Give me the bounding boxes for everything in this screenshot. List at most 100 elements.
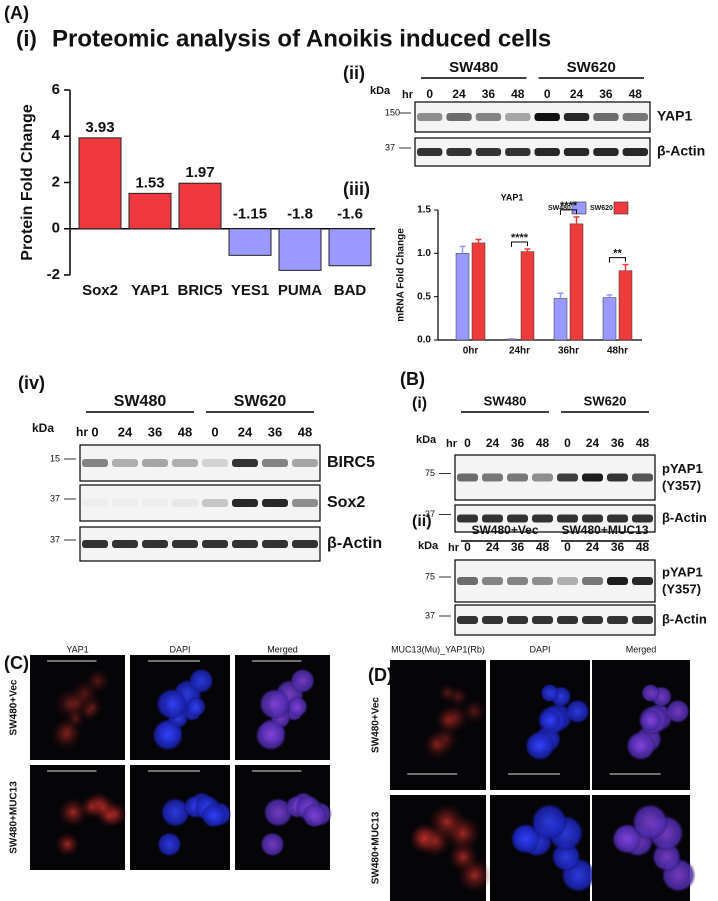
blot-band: [292, 459, 318, 467]
timepoint-label: 36: [482, 87, 496, 101]
timepoint-label: 0: [564, 540, 571, 554]
timepoint-label: 48: [511, 87, 525, 101]
timepoint-label: 0: [211, 424, 218, 439]
blot-band: [112, 540, 138, 548]
cell-line-label: SW480: [114, 393, 167, 410]
timepoint-label: 24: [586, 436, 600, 450]
blot-band: [507, 473, 528, 482]
x-tick-label: 0hr: [463, 346, 479, 357]
blot-band: [607, 514, 628, 523]
cell: [201, 803, 226, 828]
blot-band: [475, 148, 502, 156]
cell: [565, 699, 590, 724]
row-label: SW480+Vec: [9, 679, 20, 735]
blot-band: [622, 148, 648, 156]
cell: [436, 709, 459, 732]
timepoint-label: 24: [586, 540, 600, 554]
legend-swatch: [613, 201, 629, 215]
marker-label: 75: [425, 571, 435, 581]
cell: [188, 668, 214, 694]
blot-band: [482, 473, 503, 482]
column-label: YAP1: [66, 644, 88, 654]
blot-band: [82, 540, 108, 548]
blot-band: [482, 616, 503, 624]
blot-band: [557, 577, 578, 585]
timepoint-label: 36: [611, 436, 625, 450]
row-label: SW480+MUC13: [9, 781, 20, 854]
cell: [422, 730, 453, 761]
blot-band: [417, 148, 443, 156]
chart-title: YAP1: [501, 192, 524, 202]
timepoint-label: 24: [238, 424, 253, 439]
blot-band: [292, 499, 318, 507]
marker-label: 37: [50, 534, 60, 544]
x-tick-label: 24hr: [509, 346, 530, 357]
marker-label: 37: [425, 509, 435, 519]
cell: [540, 683, 560, 703]
row-label: SW480+MUC13: [371, 811, 382, 884]
cell: [160, 797, 191, 828]
panel-label: (C): [4, 653, 29, 673]
kda-label: kDa: [32, 421, 54, 435]
cell-line-label: SW480: [484, 393, 527, 408]
timepoint-label: 0: [464, 436, 471, 450]
blot-band: [262, 499, 288, 507]
timepoint-label: 36: [268, 424, 282, 439]
protein-label: β-Actin: [327, 535, 382, 552]
cell: [438, 683, 457, 703]
significance-label: **: [613, 248, 622, 260]
column-label: Merged: [267, 644, 298, 654]
significance-bracket: [609, 257, 626, 263]
data-label: 3.93: [85, 119, 114, 136]
x-tick-label: PUMA: [278, 282, 322, 299]
bar: [618, 270, 633, 341]
blot-band: [607, 473, 628, 482]
panel-label: (B): [400, 369, 425, 389]
timepoint-label: 36: [511, 540, 525, 554]
column-label: DAPI: [169, 644, 190, 654]
blot-band: [172, 540, 198, 548]
significance-label: ****: [511, 232, 529, 244]
cell-line-label: SW480: [449, 59, 498, 76]
panel-label: (iv): [18, 373, 45, 393]
cell: [510, 824, 541, 855]
protein-note: (Y357): [662, 478, 701, 493]
blot-band: [534, 113, 560, 121]
cell-line-label: SW480+Vec: [471, 523, 538, 537]
blot-band: [557, 473, 578, 482]
protein-label: pYAP1: [662, 461, 703, 476]
data-label: -1.8: [287, 206, 313, 223]
y-tick-label: 4: [52, 127, 61, 144]
row-label: SW480+Vec: [371, 697, 382, 753]
blot-band: [475, 113, 502, 121]
kda-label: kDa: [418, 540, 439, 552]
blot-band: [582, 577, 603, 585]
timepoint-label: 0: [544, 87, 551, 101]
timepoint-label: 48: [636, 540, 650, 554]
bar: [569, 223, 584, 341]
blot-band: [202, 540, 228, 548]
bar: [471, 242, 486, 341]
panel-label: (D): [368, 665, 393, 685]
cell: [50, 719, 82, 751]
y-tick-label: 1.0: [417, 248, 431, 259]
panel-label: (i): [16, 26, 37, 51]
timepoint-label: 24: [486, 436, 500, 450]
cell: [55, 832, 80, 857]
blot-band: [505, 148, 531, 156]
cell: [151, 719, 184, 751]
cell: [157, 832, 182, 857]
blot-band: [507, 514, 528, 523]
blot-band: [262, 459, 288, 467]
timepoint-label: 24: [570, 87, 584, 101]
timepoint-label: 24: [486, 540, 500, 554]
blot-band: [632, 514, 653, 523]
significance-label: ****: [560, 200, 578, 212]
cell: [155, 688, 188, 720]
legend-swatch: [571, 201, 587, 215]
cell-line-label: SW620: [584, 393, 627, 408]
blot-band: [622, 113, 648, 121]
blot-band: [582, 473, 603, 482]
